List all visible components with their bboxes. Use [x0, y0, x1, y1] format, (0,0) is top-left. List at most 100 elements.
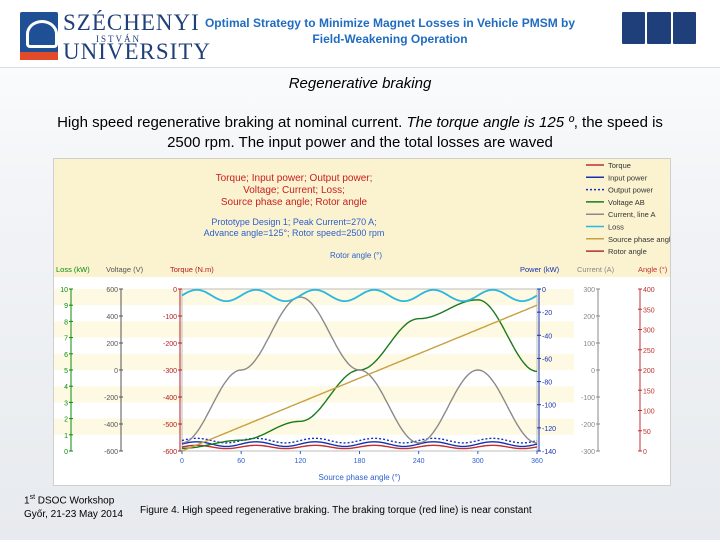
x-tick-label: 360 — [531, 458, 543, 465]
workshop-ordinal: st — [29, 494, 36, 501]
axis-tick-label: 0 — [542, 287, 546, 294]
axis-tick-label: -500 — [163, 422, 177, 429]
axis-tick-label: -200 — [581, 422, 595, 429]
workshop-line: 1st DSOC Workshop — [24, 491, 123, 508]
axis-tick-label: 150 — [643, 388, 655, 395]
chart-band — [54, 289, 574, 306]
axis-tick-label: 0 — [64, 449, 68, 456]
body-text-part2: , the speed is 2500 rpm. The input power… — [167, 114, 663, 151]
axis-tick-label: 600 — [106, 287, 118, 294]
axis-tick-label: 7 — [64, 336, 68, 343]
workshop-name: DSOC Workshop — [35, 495, 115, 507]
axis-tick-label: 100 — [583, 341, 595, 348]
axis-header-label: Voltage (V) — [106, 265, 144, 274]
x-axis-label: Source phase angle (°) — [319, 473, 401, 482]
workshop-number: 1 — [24, 495, 30, 507]
axis-tick-label: -400 — [163, 395, 177, 402]
axis-tick-label: 9 — [64, 303, 68, 310]
axis-tick-label: 400 — [106, 314, 118, 321]
chart-band — [54, 353, 574, 370]
axis-tick-label: 0 — [114, 368, 118, 375]
axis-tick-label: -200 — [163, 341, 177, 348]
axis-tick-label: 300 — [643, 328, 655, 335]
axis-tick-label: 250 — [643, 348, 655, 355]
figure-caption: Figure 4. High speed regenerative brakin… — [140, 505, 532, 516]
workshop-location: Győr, 21-23 May 2014 — [24, 509, 123, 521]
chart-title-line: Voltage; Current; Loss; — [243, 185, 345, 196]
slide-heading: Regenerative braking — [288, 75, 432, 92]
axis-tick-label: 6 — [64, 352, 68, 359]
axis-tick-label: 400 — [643, 287, 655, 294]
axis-header-label: Torque (N.m) — [170, 265, 214, 274]
axis-tick-label: 50 — [643, 429, 651, 436]
partner-logo — [622, 12, 700, 60]
axis-tick-label: -100 — [163, 314, 177, 321]
university-name-line1: SZÉCHENYI — [63, 10, 200, 35]
axis-tick-label: -120 — [542, 426, 556, 433]
partner-logo-mark-icon — [622, 12, 696, 44]
axis-tick-label: 100 — [643, 409, 655, 416]
axis-tick-label: 0 — [173, 287, 177, 294]
legend-label: Rotor angle — [608, 247, 647, 256]
legend-label: Loss — [608, 223, 624, 232]
axis-tick-label: -300 — [163, 368, 177, 375]
chart-subtitle-line: Prototype Design 1; Peak Current=270 A; — [211, 217, 376, 227]
chart-subtitle-line: Advance angle=125°; Rotor speed=2500 rpm — [204, 228, 385, 238]
slide-header: SZÉCHENYI ISTVÁN UNIVERSITY Optimal Stra… — [0, 0, 720, 68]
axis-header-label: Power (kW) — [520, 265, 560, 274]
body-text-italic: The torque angle is 125 º — [406, 114, 574, 131]
axis-tick-label: 5 — [64, 368, 68, 375]
x-tick-label: 240 — [413, 458, 425, 465]
axis-tick-label: -80 — [542, 380, 552, 387]
chart-band — [54, 321, 574, 338]
axis-tick-label: -40 — [542, 333, 552, 340]
workshop-info: 1st DSOC Workshop Győr, 21-23 May 2014 — [24, 491, 123, 522]
chart-title-band — [54, 159, 670, 277]
axis-tick-label: 350 — [643, 307, 655, 314]
presentation-title: Optimal Strategy to Minimize Magnet Loss… — [204, 16, 576, 46]
university-name-line2: UNIVERSITY — [63, 39, 211, 64]
x-tick-label: 120 — [294, 458, 306, 465]
body-text-part1: High speed regenerative braking at nomin… — [57, 114, 407, 131]
axis-tick-label: -300 — [581, 449, 595, 456]
axis-tick-label: 200 — [643, 368, 655, 375]
axis-tick-label: 200 — [106, 341, 118, 348]
axis-tick-label: 3 — [64, 400, 68, 407]
x-tick-label: 60 — [237, 458, 245, 465]
chart-title-line: Source phase angle; Rotor angle — [221, 197, 368, 208]
series-line-input-power — [181, 441, 538, 448]
chart-band — [54, 418, 574, 435]
legend-label: Source phase angle — [608, 235, 671, 244]
slide-body-text: High speed regenerative braking at nomin… — [40, 113, 680, 153]
chart-band — [54, 386, 574, 403]
university-logo: SZÉCHENYI ISTVÁN UNIVERSITY — [20, 10, 210, 64]
axis-tick-label: -20 — [542, 310, 552, 317]
university-name-small: ISTVÁN — [96, 34, 141, 44]
series-line-torque — [181, 444, 538, 450]
axis-tick-label: 200 — [583, 314, 595, 321]
x-tick-label: 180 — [354, 458, 366, 465]
legend-label: Input power — [608, 173, 648, 182]
axis-tick-label: -100 — [581, 395, 595, 402]
axis-tick-label: 8 — [64, 319, 68, 326]
x-tick-label: 300 — [472, 458, 484, 465]
axis-tick-label: -600 — [163, 449, 177, 456]
axis-header-label: Loss (kW) — [56, 265, 90, 274]
legend-label: Torque — [608, 161, 631, 170]
axis-tick-label: 0 — [643, 449, 647, 456]
axis-tick-label: 2 — [64, 417, 68, 424]
top-axis-label: Rotor angle (°) — [330, 251, 382, 260]
axis-tick-label: 4 — [64, 384, 68, 391]
axis-tick-label: -100 — [542, 403, 556, 410]
axis-tick-label: -60 — [542, 356, 552, 363]
chart-figure: Torque; Input power; Output power; Voltag… — [53, 158, 671, 486]
series-line-loss — [181, 288, 538, 302]
axis-tick-label: 300 — [583, 287, 595, 294]
axis-tick-label: -140 — [542, 449, 556, 456]
axis-header-label: Current (A) — [577, 265, 615, 274]
series-line-current-line-a — [181, 296, 538, 444]
x-tick-label: 0 — [180, 458, 184, 465]
axis-tick-label: -600 — [104, 449, 118, 456]
axis-tick-label: 10 — [60, 287, 68, 294]
legend-label: Output power — [608, 186, 654, 195]
